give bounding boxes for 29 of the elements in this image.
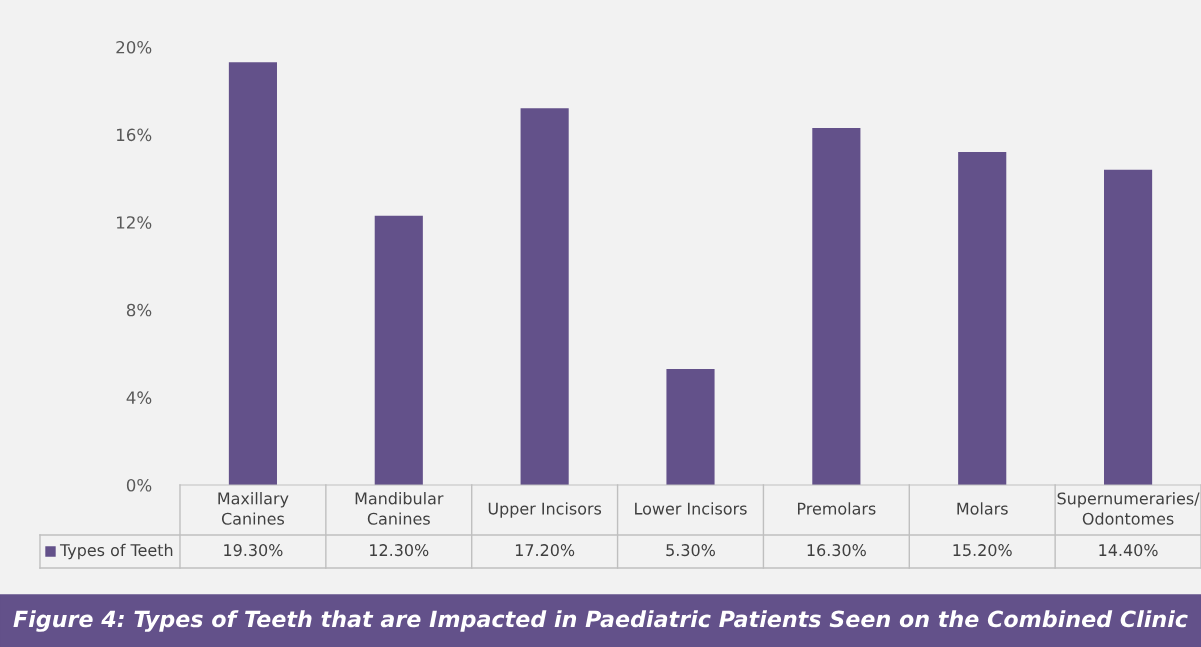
bar <box>958 152 1007 485</box>
x-tick-label: Mandibular Canines <box>355 492 444 525</box>
y-tick-label: 8% <box>126 303 152 317</box>
y-tick-label: 20% <box>116 40 152 54</box>
y-tick-label: 16% <box>117 128 152 142</box>
x-tick-label: Lower Incisors <box>635 502 747 515</box>
data-label: 5.30% <box>666 544 715 557</box>
x-tick-label: Upper Incisors <box>488 502 602 518</box>
data-label: 19.30% <box>224 544 283 557</box>
x-tick-label: Maxillary Canines <box>218 492 289 525</box>
y-tick-label: 4% <box>126 391 152 404</box>
bar <box>374 215 423 485</box>
bar <box>812 128 861 485</box>
data-label: 12.30% <box>370 544 429 557</box>
data-label: 15.20% <box>953 544 1012 557</box>
bar <box>520 108 569 485</box>
bar <box>1104 169 1153 485</box>
bar <box>228 62 277 485</box>
x-tick-label: Premolars <box>798 502 876 515</box>
bar <box>666 368 715 485</box>
y-tick-label: 0% <box>126 478 152 492</box>
text: Figure 4: Types of Teeth that are Impacted in Paediatric Patients Seen on the Combined Clinic <box>13 610 1188 632</box>
data-label: 16.30% <box>807 544 866 557</box>
y-tick-label: 12% <box>117 216 152 229</box>
x-tick-label: Supernumeraries/ Odontomes <box>1057 492 1200 525</box>
legend-label: Types of Teeth <box>59 543 173 560</box>
x-tick-label: Molars <box>957 502 1008 515</box>
data-label: 17.20% <box>515 544 575 557</box>
data-label: 14.40% <box>1099 544 1158 557</box>
